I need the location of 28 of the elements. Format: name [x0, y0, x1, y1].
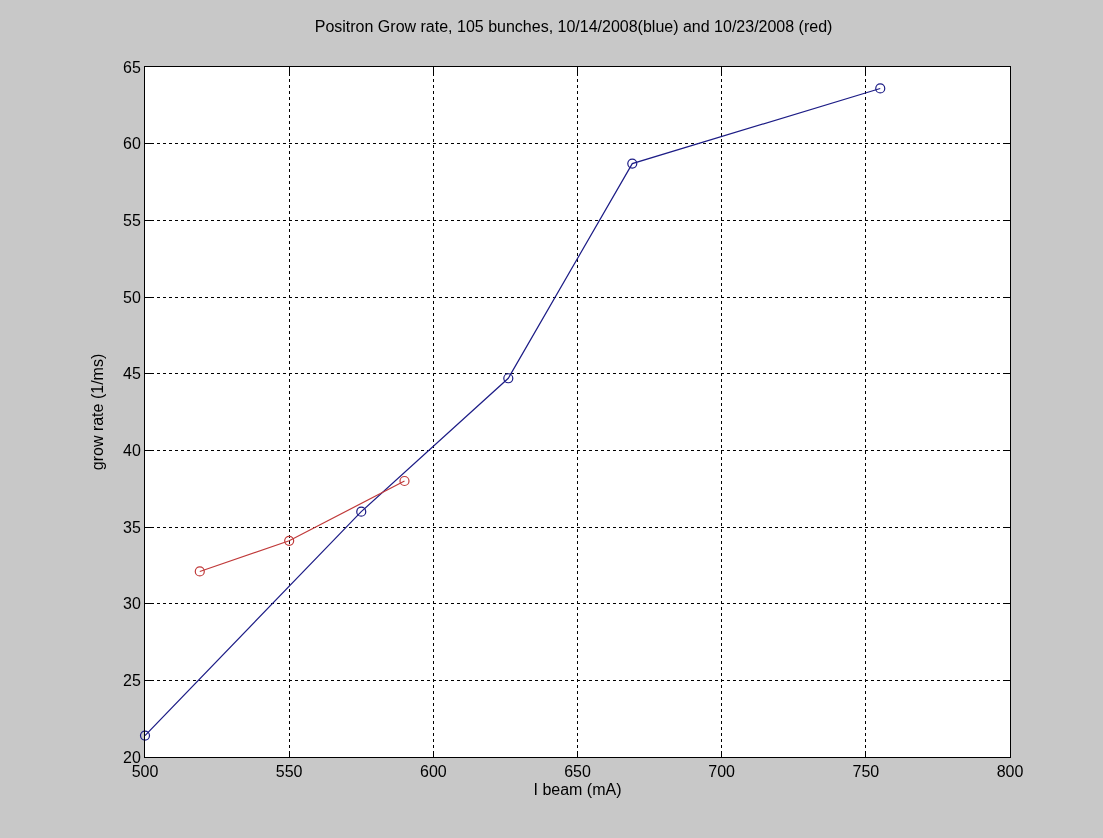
y-tick-label: 50: [123, 288, 141, 306]
x-tick-label: 600: [419, 763, 447, 781]
y-tick-label: 65: [123, 58, 141, 76]
x-tick-label: 650: [564, 763, 591, 781]
x-tick-label: 550: [275, 763, 303, 781]
y-tick-label: 45: [123, 365, 141, 383]
y-tick-label: 40: [123, 441, 141, 459]
x-tick-label: 700: [708, 763, 736, 781]
x-tick-label: 750: [852, 763, 880, 781]
y-tick-label: 25: [123, 671, 141, 689]
y-tick-label: 35: [123, 518, 141, 536]
y-tick-label: 20: [123, 748, 141, 766]
y-axis-title: grow rate (1/ms): [89, 353, 106, 471]
point: [284, 535, 295, 546]
point: [139, 730, 151, 741]
x-axis-title: I beam (mA): [533, 780, 622, 798]
y-tick-label: 60: [123, 135, 141, 153]
y-tick-label: 55: [123, 211, 141, 229]
point: [356, 506, 367, 517]
point: [875, 83, 886, 94]
x-tick-label: 500: [131, 763, 159, 781]
point: [399, 475, 410, 487]
y-tick-label: 30: [123, 595, 141, 613]
point: [194, 566, 205, 577]
chart-title: Positron Grow rate, 105 bunches, 10/14/2008(blue) and 10/23/2008 (red): [314, 18, 833, 36]
point: [503, 373, 514, 384]
point: [627, 158, 638, 169]
x-tick-label: 800: [996, 763, 1024, 781]
